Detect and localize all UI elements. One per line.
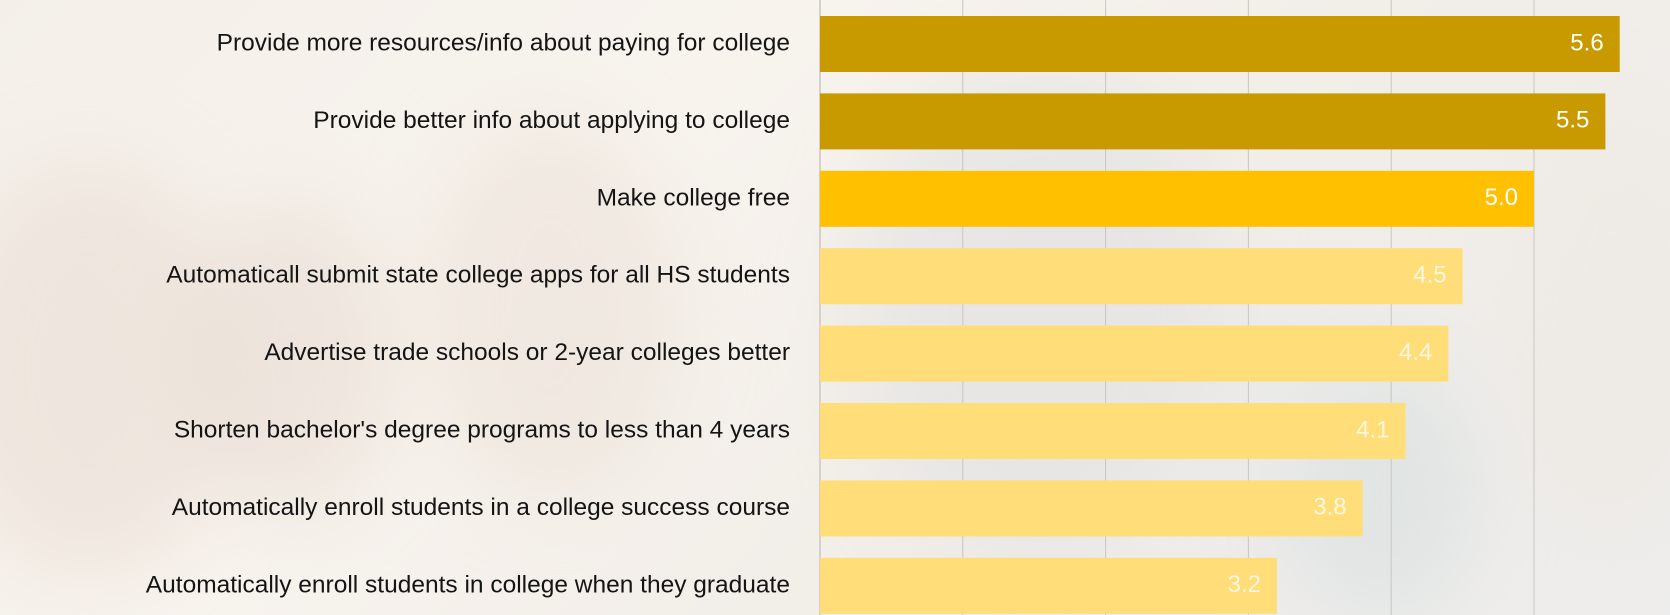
bar xyxy=(820,170,1534,227)
category-label: Shorten bachelor's degree programs to le… xyxy=(174,416,790,443)
category-label: Make college free xyxy=(597,184,790,211)
category-label: Provide more resources/info about paying… xyxy=(217,29,790,56)
bar xyxy=(820,403,1406,459)
category-label: Automaticall submit state college apps f… xyxy=(166,262,790,289)
bar xyxy=(820,93,1606,150)
value-label: 3.2 xyxy=(1228,571,1261,598)
bar xyxy=(820,557,1277,614)
value-label: 5.6 xyxy=(1570,29,1603,56)
category-label: Automatically enroll students in college… xyxy=(146,571,790,598)
bar xyxy=(820,480,1363,537)
value-label: 3.8 xyxy=(1313,494,1346,521)
category-label: Advertise trade schools or 2-year colleg… xyxy=(264,339,790,366)
value-label: 5.0 xyxy=(1485,184,1518,211)
category-labels: Provide more resources/info about paying… xyxy=(146,29,790,598)
bar xyxy=(820,16,1620,72)
value-label: 4.1 xyxy=(1356,416,1389,443)
value-label: 5.5 xyxy=(1556,107,1589,134)
value-label: 4.5 xyxy=(1413,262,1446,289)
bar xyxy=(820,325,1449,382)
category-label: Provide better info about applying to co… xyxy=(313,107,790,134)
value-labels: 5.6 5.5 5.0 4.5 4.4 4.1 3.8 3.2 xyxy=(1228,29,1604,598)
value-label: 4.4 xyxy=(1399,339,1432,366)
bar xyxy=(820,248,1463,305)
category-label: Automatically enroll students in a colle… xyxy=(172,494,790,521)
bars xyxy=(820,16,1620,614)
